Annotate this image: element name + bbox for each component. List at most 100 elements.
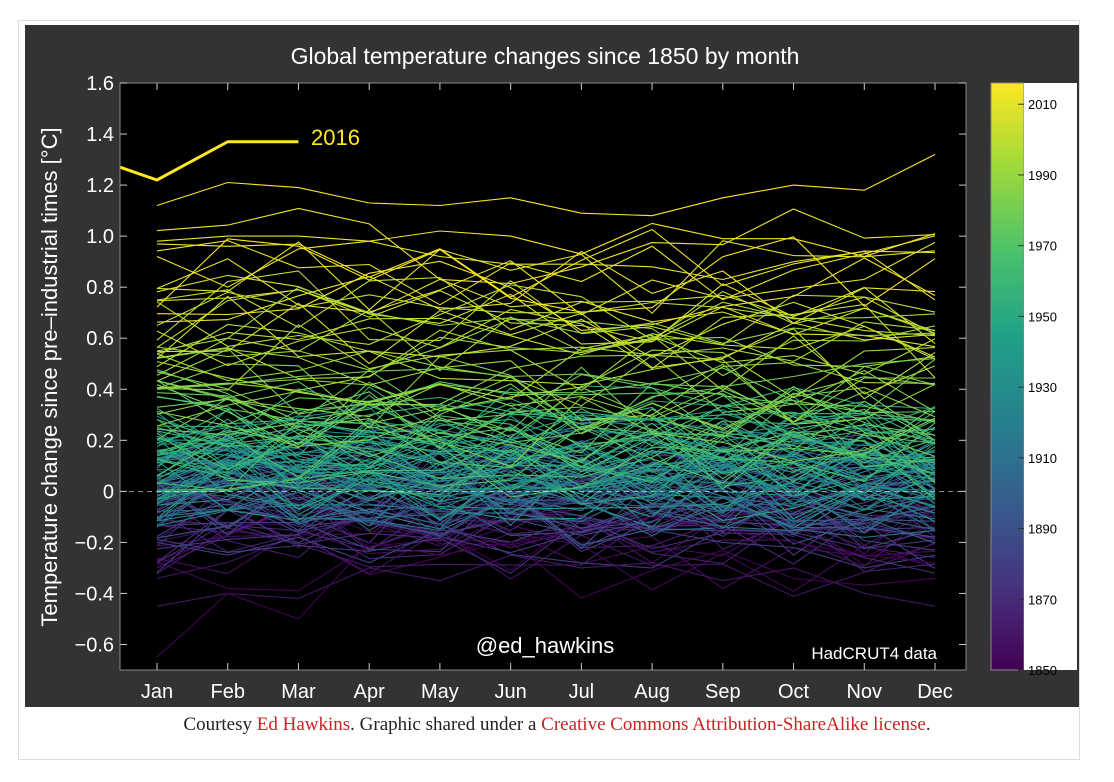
colorbar <box>990 82 1025 671</box>
year-series-line <box>156 516 936 658</box>
colorbar-tick-label: 1950 <box>1028 309 1057 324</box>
year-series-lines <box>156 154 936 658</box>
year-series-line <box>156 302 936 369</box>
year-series-line <box>156 235 936 301</box>
series-2016-line <box>119 140 299 182</box>
year-series-line <box>156 383 936 448</box>
y-tick-label: 0.2 <box>86 430 114 452</box>
year-series-line <box>156 425 936 500</box>
year-series-line <box>156 399 936 473</box>
y-tick-label: −0.6 <box>75 634 114 656</box>
x-tick-label: Jan <box>141 681 173 703</box>
year-series-line <box>156 354 936 427</box>
year-series-line <box>156 452 936 521</box>
year-series-line <box>156 432 936 502</box>
y-tick-label: 0.6 <box>86 328 114 350</box>
y-tick-label: 1.2 <box>86 175 114 197</box>
year-series-line <box>156 257 936 331</box>
colorbar-tick-label: 1870 <box>1028 592 1057 607</box>
year-series-line <box>156 461 936 531</box>
colorbar-ticks: 1850 1870 1890 1910 1930 1950 1970 1990 2010 <box>1018 97 1057 678</box>
year-series-line <box>156 321 936 380</box>
year-series-line <box>156 439 936 510</box>
year-series-line <box>156 465 936 532</box>
year-series-line <box>156 324 936 392</box>
year-series-line <box>156 516 936 569</box>
year-series-line <box>156 301 936 376</box>
y-axis-ticks: −0.6 −0.4 −0.2 0 0.2 0.4 0.6 0.8 1.0 1.2 1.4 1.6 <box>75 73 966 656</box>
year-series-line <box>156 390 936 449</box>
year-series-line <box>156 539 936 599</box>
year-series-line <box>156 284 936 347</box>
year-series-line <box>156 408 936 476</box>
year-series-line <box>156 524 936 590</box>
year-series-line <box>156 396 936 468</box>
year-series-line <box>156 422 936 468</box>
year-series-line <box>156 286 936 352</box>
year-series-line <box>156 291 936 337</box>
caption-middle: . Graphic shared under a <box>350 714 542 735</box>
license-link[interactable]: Creative Commons Attribution-ShareAlike … <box>541 714 926 735</box>
caption-prefix: Courtesy <box>183 714 257 735</box>
author-handle: @ed_hawkins <box>476 633 615 658</box>
year-series-line <box>156 207 936 285</box>
colorbar-tick-label: 1850 <box>1028 663 1057 678</box>
year-series-line <box>156 270 936 346</box>
year-series-line <box>156 366 936 435</box>
year-series-line <box>156 413 936 490</box>
year-series-line <box>156 317 936 360</box>
x-tick-label: May <box>421 681 459 703</box>
year-series-line <box>156 250 936 324</box>
x-tick-label: Mar <box>281 681 316 703</box>
year-series-line <box>156 507 936 573</box>
year-series-line <box>156 323 936 400</box>
year-series-line <box>156 472 936 550</box>
chart-title: Global temperature changes since 1850 by… <box>291 43 800 69</box>
x-axis-ticks: Jan Feb Mar Apr May Jun Jul Aug Sep Oct Nov Dec <box>141 83 953 703</box>
x-tick-label: Oct <box>778 681 810 703</box>
temperature-chart: Global temperature changes since 1850 by… <box>25 25 1079 707</box>
year-series-line <box>156 461 936 526</box>
year-series-line <box>156 236 936 313</box>
colorbar-tick-label: 1970 <box>1028 239 1057 254</box>
series-2016-label: 2016 <box>311 125 360 150</box>
year-series-line <box>156 374 936 446</box>
year-series-line <box>156 451 936 520</box>
year-series-line <box>156 488 936 557</box>
plot-border <box>119 82 967 671</box>
year-series-line <box>156 228 936 298</box>
year-series-line <box>156 409 936 446</box>
year-series-line <box>156 240 936 315</box>
year-series-line <box>156 449 936 522</box>
y-tick-label: 0.4 <box>86 379 114 401</box>
x-tick-label: Nov <box>846 681 882 703</box>
year-series-line <box>156 347 936 412</box>
year-series-line <box>156 457 936 530</box>
year-series-line <box>156 415 936 492</box>
year-series-line <box>156 465 936 492</box>
x-tick-label: Sep <box>705 681 741 703</box>
year-series-line <box>156 355 936 431</box>
year-series-line <box>156 369 936 444</box>
year-series-line <box>156 295 936 359</box>
x-tick-label: Dec <box>917 681 953 703</box>
colorbar-label-area <box>1024 83 1077 670</box>
chart-figure: Global temperature changes since 1850 by… <box>25 25 1079 712</box>
year-series-line <box>156 404 936 441</box>
year-series-line <box>156 358 936 390</box>
colorbar-tick-label: 1910 <box>1028 451 1057 466</box>
year-series-line <box>156 274 936 345</box>
author-link[interactable]: Ed Hawkins <box>256 714 351 735</box>
x-tick-label: Apr <box>354 681 385 703</box>
year-series-line <box>156 490 936 531</box>
year-series-line <box>156 222 936 288</box>
year-series-line <box>156 241 936 316</box>
year-series-line <box>156 418 936 487</box>
year-series-line <box>156 554 936 607</box>
y-tick-label: 1.6 <box>86 73 114 95</box>
year-series-line <box>156 276 936 335</box>
colorbar-tick-label: 1990 <box>1028 168 1057 183</box>
year-series-line <box>156 336 936 391</box>
year-series-line <box>156 154 936 217</box>
colorbar-tick-label: 2010 <box>1028 97 1057 112</box>
